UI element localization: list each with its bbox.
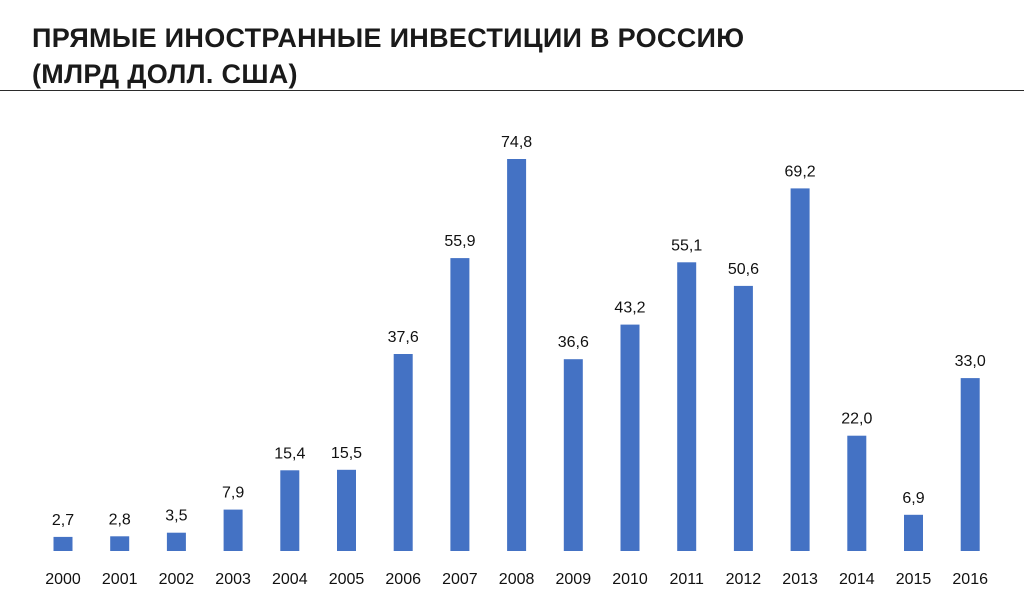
bar-value-label-2013: 69,2 xyxy=(785,163,816,180)
bar-value-label-2012: 50,6 xyxy=(728,261,759,278)
x-tick-label-2015: 2015 xyxy=(896,571,932,588)
x-tick-label-2011: 2011 xyxy=(669,571,704,588)
x-tick-label-2003: 2003 xyxy=(215,571,251,588)
bar-2006 xyxy=(393,354,413,551)
bar-2009 xyxy=(563,359,583,551)
bar-value-label-2011: 55,1 xyxy=(671,237,702,254)
x-tick-label-2013: 2013 xyxy=(782,571,818,588)
bar-2015 xyxy=(904,514,923,551)
bar-value-label-2007: 55,9 xyxy=(444,233,475,250)
x-tick-label-2012: 2012 xyxy=(726,571,762,588)
bar-2008 xyxy=(507,159,527,551)
bar-2001 xyxy=(110,536,130,551)
x-tick-label-2000: 2000 xyxy=(45,571,81,588)
x-tick-label-2004: 2004 xyxy=(272,571,308,588)
bar-2016 xyxy=(960,378,980,551)
bar-2013 xyxy=(790,188,810,551)
bar-value-label-2000: 2,7 xyxy=(52,512,74,529)
bar-2012 xyxy=(733,285,753,551)
chart-title-line-2: (МЛРД ДОЛЛ. США) xyxy=(32,59,298,89)
x-tick-label-2001: 2001 xyxy=(102,571,138,588)
x-tick-label-2008: 2008 xyxy=(499,571,535,588)
bar-2005 xyxy=(337,469,356,551)
bar-2003 xyxy=(223,509,243,551)
title-divider xyxy=(0,90,1024,91)
chart-title-line-1: ПРЯМЫЕ ИНОСТРАННЫЕ ИНВЕСТИЦИИ В РОССИЮ xyxy=(32,23,745,53)
bar-group xyxy=(53,159,980,551)
bar-value-label-2010: 43,2 xyxy=(614,300,645,317)
chart-title: ПРЯМЫЕ ИНОСТРАННЫЕ ИНВЕСТИЦИИ В РОССИЮ (… xyxy=(32,20,744,92)
bar-2014 xyxy=(847,435,867,551)
bar-value-label-2005: 15,5 xyxy=(331,445,362,462)
bar-2000 xyxy=(53,536,73,551)
bar-value-label-2004: 15,4 xyxy=(274,445,305,462)
bar-value-label-2008: 74,8 xyxy=(501,134,532,151)
bar-value-labels: 2,7 2,8 3,5 7,9 15,4 15,5 37,6 55,9 74,8 36,6 43,2… xyxy=(52,134,986,529)
bar-2004 xyxy=(280,470,300,551)
bar-value-label-2006: 37,6 xyxy=(388,329,419,346)
bar-value-label-2009: 36,6 xyxy=(558,334,589,351)
x-tick-label-2005: 2005 xyxy=(329,571,365,588)
bar-value-label-2001: 2,8 xyxy=(109,511,131,528)
x-tick-label-2016: 2016 xyxy=(952,571,988,588)
bar-value-label-2015: 6,9 xyxy=(902,490,924,507)
x-tick-label-2006: 2006 xyxy=(385,571,421,588)
bar-2002 xyxy=(166,532,186,551)
bar-2010 xyxy=(620,324,640,551)
bar-value-label-2016: 33,0 xyxy=(955,353,986,370)
x-tick-label-2007: 2007 xyxy=(442,571,478,588)
bar-2011 xyxy=(677,262,697,551)
x-axis-tick-labels: 2000 2001 2002 2003 2004 2005 2006 2007 2008 2009… xyxy=(45,571,988,588)
bar-value-label-2003: 7,9 xyxy=(222,485,244,502)
bar-value-label-2002: 3,5 xyxy=(165,508,187,525)
x-tick-label-2002: 2002 xyxy=(159,571,195,588)
x-tick-label-2014: 2014 xyxy=(839,571,875,588)
x-tick-label-2010: 2010 xyxy=(612,571,648,588)
bar-value-label-2014: 22,0 xyxy=(841,411,872,428)
x-tick-label-2009: 2009 xyxy=(556,571,592,588)
bar-2007 xyxy=(450,258,470,551)
